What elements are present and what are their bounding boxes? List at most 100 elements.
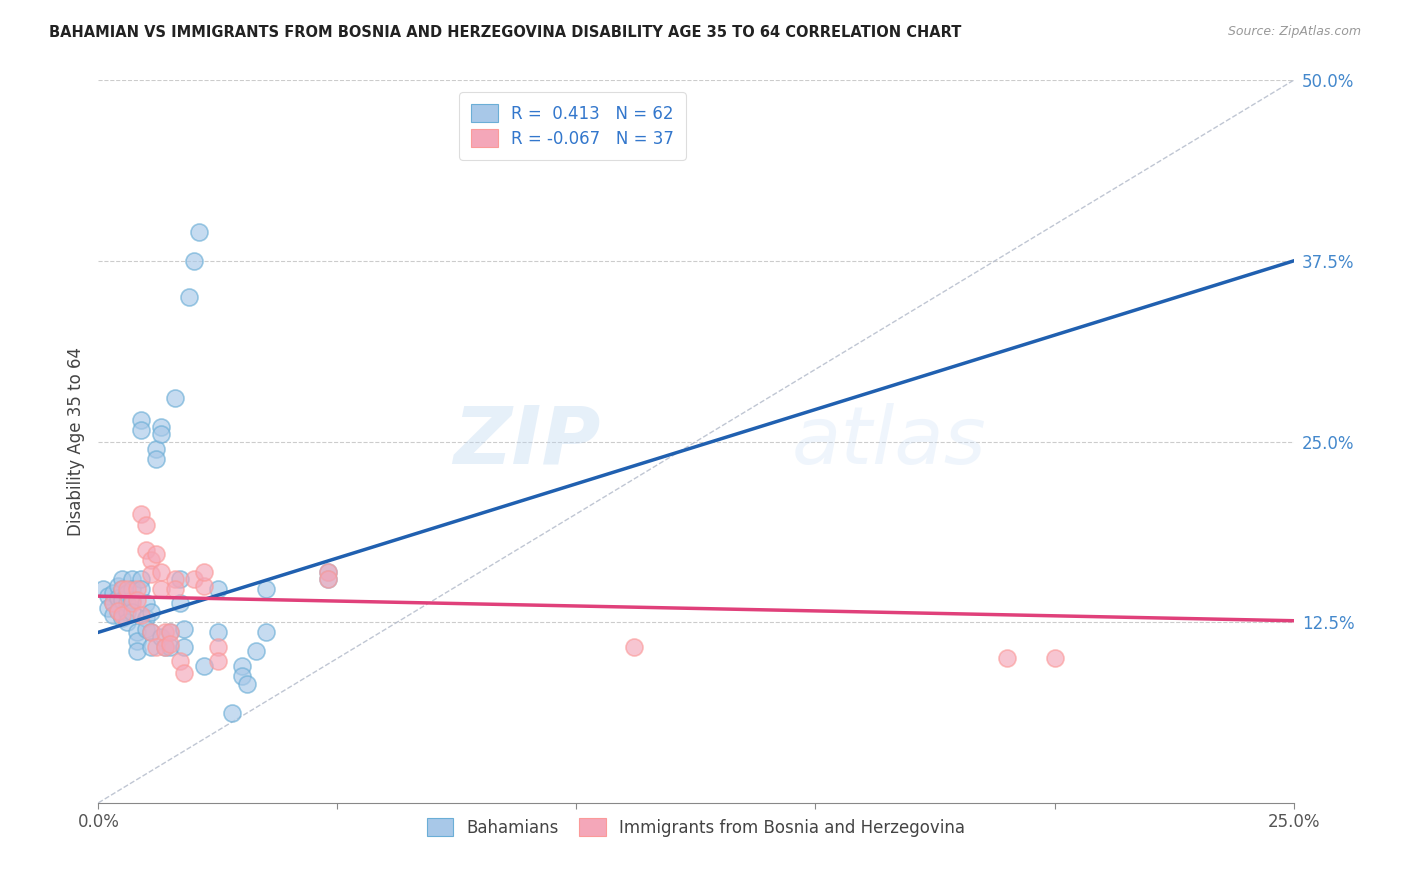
Point <box>139 567 162 582</box>
Point <box>159 625 181 640</box>
Point <box>139 625 162 640</box>
Point <box>221 706 243 721</box>
Point <box>139 553 162 567</box>
Point <box>235 677 257 691</box>
Point <box>131 607 153 622</box>
Point <box>121 596 143 610</box>
Point <box>163 582 186 596</box>
Legend: Bahamians, Immigrants from Bosnia and Herzegovina: Bahamians, Immigrants from Bosnia and He… <box>419 810 973 845</box>
Point <box>231 668 253 682</box>
Point <box>316 572 339 586</box>
Point <box>149 420 172 434</box>
Point <box>149 565 172 579</box>
Point <box>121 582 143 596</box>
Text: ZIP: ZIP <box>453 402 600 481</box>
Point <box>155 640 177 654</box>
Point <box>173 640 195 654</box>
Point <box>1043 651 1066 665</box>
Point <box>135 518 157 533</box>
Point <box>145 640 167 654</box>
Point <box>115 586 138 600</box>
Point <box>125 634 148 648</box>
Point <box>111 582 134 596</box>
Y-axis label: Disability Age 35 to 64: Disability Age 35 to 64 <box>66 347 84 536</box>
Point <box>97 600 120 615</box>
Point <box>254 625 277 640</box>
Point <box>145 451 167 466</box>
Point <box>135 623 157 637</box>
Point <box>179 290 201 304</box>
Point <box>207 640 229 654</box>
Point <box>145 547 167 561</box>
Point <box>173 623 195 637</box>
Point <box>995 651 1018 665</box>
Point <box>115 596 138 610</box>
Point <box>145 442 167 456</box>
Point <box>316 572 339 586</box>
Point <box>163 572 186 586</box>
Point <box>107 604 129 618</box>
Point <box>101 607 124 622</box>
Point <box>131 507 153 521</box>
Point <box>149 582 172 596</box>
Point <box>155 625 177 640</box>
Point <box>111 607 134 622</box>
Point <box>139 625 162 640</box>
Point <box>101 586 124 600</box>
Point <box>131 572 153 586</box>
Text: atlas: atlas <box>792 402 987 481</box>
Point <box>193 579 215 593</box>
Point <box>115 582 138 596</box>
Point <box>115 605 138 619</box>
Point <box>131 582 153 596</box>
Text: BAHAMIAN VS IMMIGRANTS FROM BOSNIA AND HERZEGOVINA DISABILITY AGE 35 TO 64 CORRE: BAHAMIAN VS IMMIGRANTS FROM BOSNIA AND H… <box>49 25 962 40</box>
Point <box>139 605 162 619</box>
Point <box>131 423 153 437</box>
Point <box>107 579 129 593</box>
Point <box>149 427 172 442</box>
Point <box>121 593 143 607</box>
Point <box>169 654 191 668</box>
Point <box>316 565 339 579</box>
Point <box>169 596 191 610</box>
Point <box>183 253 205 268</box>
Point <box>623 640 645 654</box>
Point <box>207 625 229 640</box>
Point <box>111 582 134 596</box>
Point <box>121 605 143 619</box>
Point <box>111 611 134 625</box>
Point <box>207 582 229 596</box>
Point <box>149 630 172 644</box>
Point <box>107 604 129 618</box>
Point <box>173 665 195 680</box>
Point <box>183 572 205 586</box>
Point <box>316 565 339 579</box>
Point <box>193 658 215 673</box>
Point <box>101 596 124 610</box>
Point <box>135 611 157 625</box>
Point <box>193 565 215 579</box>
Point <box>101 596 124 610</box>
Point <box>125 593 148 607</box>
Point <box>135 542 157 557</box>
Text: Source: ZipAtlas.com: Source: ZipAtlas.com <box>1227 25 1361 38</box>
Point <box>111 572 134 586</box>
Point <box>169 572 191 586</box>
Point <box>111 593 134 607</box>
Point <box>187 225 209 239</box>
Point <box>121 572 143 586</box>
Point <box>139 640 162 654</box>
Point <box>125 644 148 658</box>
Point <box>231 658 253 673</box>
Point <box>159 637 181 651</box>
Point <box>131 413 153 427</box>
Point <box>159 640 181 654</box>
Point <box>125 582 148 596</box>
Point <box>163 391 186 405</box>
Point <box>245 644 267 658</box>
Point <box>125 625 148 640</box>
Point <box>97 589 120 603</box>
Point <box>135 596 157 610</box>
Point <box>91 582 114 596</box>
Point <box>115 615 138 630</box>
